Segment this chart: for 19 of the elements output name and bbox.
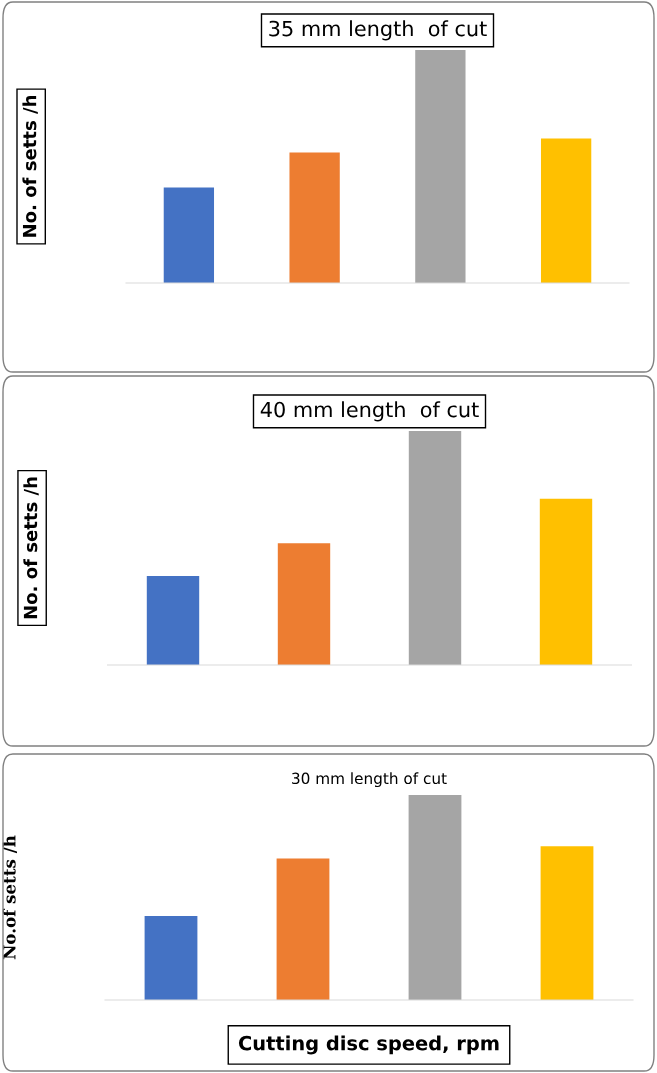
bar (540, 138, 592, 283)
chart-title: 40 mm length of cut (260, 401, 479, 422)
bar (540, 846, 594, 1000)
bar (539, 498, 593, 665)
bar (146, 576, 200, 665)
bar (408, 431, 462, 665)
bar (277, 543, 331, 665)
bar (415, 50, 466, 283)
bar (163, 187, 215, 283)
bar (144, 915, 198, 1000)
bar (408, 795, 462, 1000)
chart-title: 35 mm length of cut (269, 20, 487, 41)
x-axis-title: Cutting disc speed, rpm (238, 1035, 499, 1055)
chart-title: 30 mm length of cut (292, 772, 447, 788)
y-axis-title: No. of setts /h (22, 95, 38, 237)
bar (276, 858, 330, 1000)
y-axis-title: No. of setts /h (23, 477, 39, 619)
y-axis-title: No.of setts /h (2, 835, 17, 960)
bar (289, 152, 340, 283)
